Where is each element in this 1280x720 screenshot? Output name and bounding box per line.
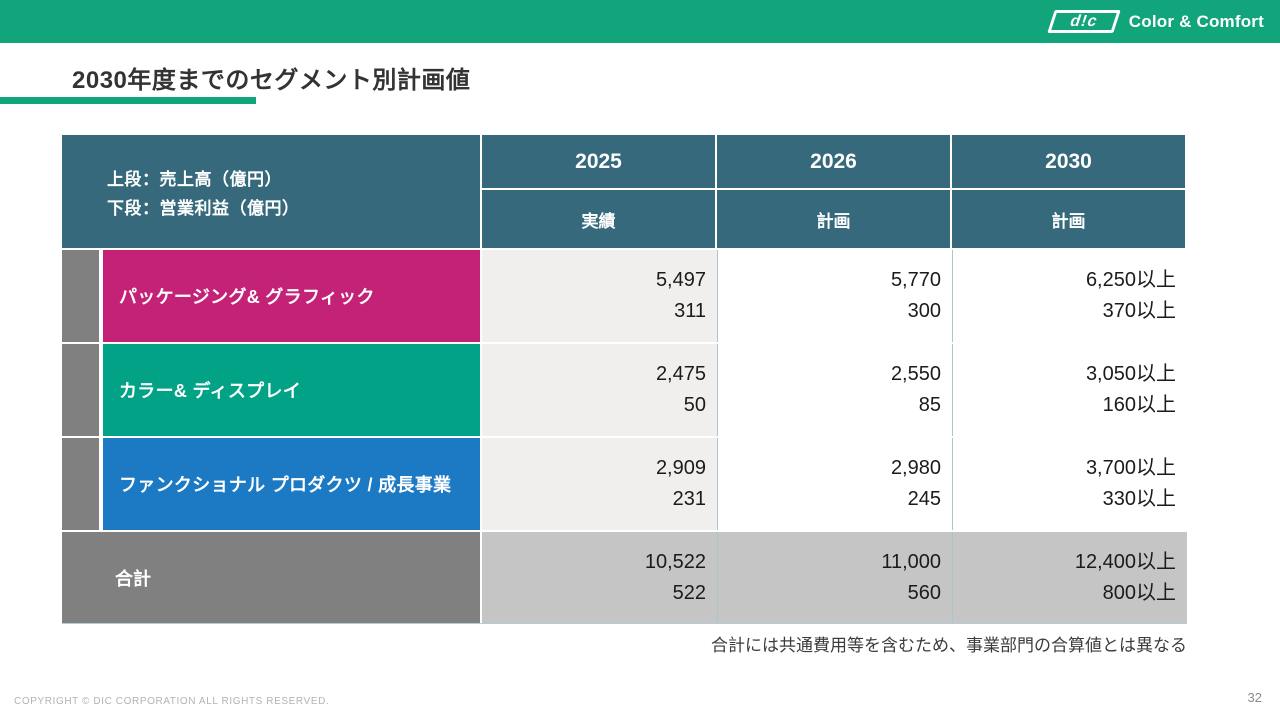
value-cell-2025: 2,475 50: [480, 344, 717, 436]
corner-line-profit: 下段：営業利益（億円）: [107, 198, 300, 218]
total-cell-2030: 12,400以上 800以上: [952, 532, 1187, 623]
profit-value: 800以上: [1102, 581, 1176, 604]
sales-value: 2,909: [655, 457, 706, 479]
dic-logo-icon: d!c: [1047, 10, 1121, 33]
row-label: パッケージング& グラフィック: [103, 250, 480, 342]
value-cell-2025: 5,497 311: [480, 250, 717, 342]
column-header-2026: 2026 計画: [715, 135, 950, 248]
sales-value: 10,522: [644, 550, 706, 573]
row-label-text: ファンクショナル プロダクツ / 成長事業: [119, 475, 452, 495]
row-label: ファンクショナル プロダクツ / 成長事業: [103, 438, 480, 530]
brand-logo: d!c Color & Comfort: [1047, 10, 1270, 33]
profit-value: 560: [907, 581, 941, 604]
segment-plan-table: 上段：売上高（億円） 下段：営業利益（億円） 2025 実績 2026 計画 2…: [62, 135, 1187, 624]
profit-value: 231: [672, 488, 706, 510]
total-cell-2025: 10,522 522: [480, 532, 717, 623]
table-header: 上段：売上高（億円） 下段：営業利益（億円） 2025 実績 2026 計画 2…: [62, 135, 1187, 248]
row-label-text: カラー& ディスプレイ: [119, 381, 302, 401]
table-footnote: 合計には共通費用等を含むため、事業部門の合算値とは異なる: [711, 636, 1187, 655]
row-side-strip: [62, 438, 99, 530]
profit-value: 50: [683, 394, 706, 416]
table-row-color-display: カラー& ディスプレイ 2,475 50 2,550 85 3,050以上 16…: [62, 344, 1187, 436]
year-type-label: 実績: [581, 211, 616, 231]
copyright-text: COPYRIGHT © DIC CORPORATION ALL RIGHTS R…: [14, 696, 330, 707]
brand-tagline: Color & Comfort: [1128, 11, 1264, 31]
row-side-strip: [62, 344, 99, 436]
profit-value: 370以上: [1102, 300, 1176, 322]
profit-value: 300: [907, 300, 941, 322]
corner-line-sales: 上段：売上高（億円）: [107, 169, 282, 189]
value-cell-2026: 5,770 300: [717, 250, 952, 342]
total-cell-2026: 11,000 560: [717, 532, 952, 623]
column-header-2025: 2025 実績: [480, 135, 715, 248]
sales-value: 5,497: [655, 269, 706, 291]
sales-value: 11,000: [881, 550, 941, 573]
sales-value: 3,050以上: [1085, 363, 1176, 385]
value-cell-2030: 3,700以上 330以上: [952, 438, 1187, 530]
dic-logo-text: d!c: [1067, 12, 1101, 30]
top-brand-bar: d!c Color & Comfort: [0, 0, 1280, 43]
sales-value: 6,250以上: [1085, 269, 1176, 291]
year-label: 2026: [717, 135, 950, 190]
sales-value: 5,770: [890, 269, 941, 291]
profit-value: 85: [918, 394, 941, 416]
sales-value: 2,550: [890, 363, 941, 385]
table-row-packaging-graphic: パッケージング& グラフィック 5,497 311 5,770 300 6,25…: [62, 250, 1187, 342]
sales-value: 2,475: [655, 363, 706, 385]
value-cell-2025: 2,909 231: [480, 438, 717, 530]
year-label: 2025: [482, 135, 715, 190]
value-cell-2030: 3,050以上 160以上: [952, 344, 1187, 436]
sales-value: 3,700以上: [1085, 457, 1176, 479]
profit-value: 330以上: [1102, 488, 1176, 510]
profit-value: 311: [674, 300, 706, 322]
value-cell-2030: 6,250以上 370以上: [952, 250, 1187, 342]
page-number: 32: [1247, 690, 1262, 705]
value-cell-2026: 2,550 85: [717, 344, 952, 436]
value-cell-2026: 2,980 245: [717, 438, 952, 530]
year-type-label: 計画: [816, 211, 851, 231]
page-title: 2030年度までのセグメント別計画値: [72, 67, 471, 94]
profit-value: 160以上: [1102, 394, 1176, 416]
column-header-2030: 2030 計画: [950, 135, 1185, 248]
sales-value: 12,400以上: [1074, 550, 1176, 573]
total-label-text: 合計: [115, 568, 151, 589]
year-label: 2030: [952, 135, 1185, 190]
profit-value: 522: [672, 581, 706, 604]
table-corner-cell: 上段：売上高（億円） 下段：営業利益（億円）: [62, 135, 480, 248]
sales-value: 2,980: [890, 457, 941, 479]
profit-value: 245: [907, 488, 941, 510]
table-row-total: 合計 10,522 522 11,000 560 12,400以上 800以上: [62, 532, 1187, 624]
row-side-strip: [62, 250, 99, 342]
row-label-text: パッケージング& グラフィック: [119, 287, 375, 307]
row-label: カラー& ディスプレイ: [103, 344, 480, 436]
table-row-functional-products: ファンクショナル プロダクツ / 成長事業 2,909 231 2,980 24…: [62, 438, 1187, 530]
total-label: 合計: [62, 532, 480, 623]
year-type-label: 計画: [1051, 211, 1086, 231]
title-underline: [0, 97, 256, 104]
